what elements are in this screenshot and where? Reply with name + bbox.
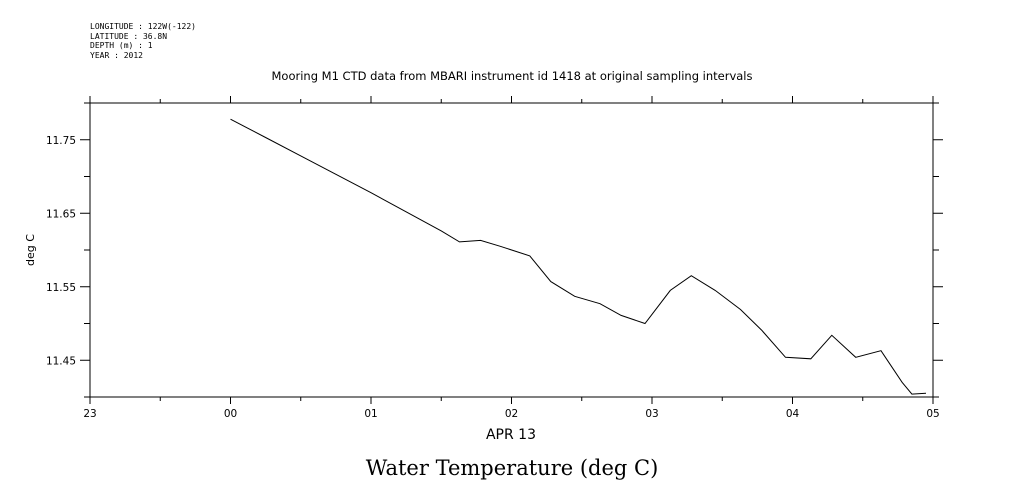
x-tick-label: 00	[224, 408, 237, 420]
latitude-label: LATITUDE : 36.8N	[90, 31, 168, 41]
x-tick-label: 02	[505, 408, 518, 420]
metadata-block: LONGITUDE : 122W(-122) LATITUDE : 36.8N …	[90, 22, 196, 60]
x-tick-label: 04	[786, 408, 800, 420]
x-tick-label: 03	[645, 408, 658, 420]
longitude-label: LONGITUDE : 122W(-122)	[90, 22, 196, 31]
series-line	[230, 118, 927, 395]
x-tick-label: 23	[83, 408, 96, 420]
chart-caption: Water Temperature (deg C)	[366, 456, 659, 480]
y-tick-label: 11.65	[46, 208, 76, 220]
year-label: YEAR : 2012	[90, 50, 143, 60]
depth-label: DEPTH (m) : 1	[90, 41, 153, 50]
y-tick-label: 11.75	[46, 135, 76, 147]
x-tick-label: 05	[926, 408, 939, 420]
y-tick-label: 11.55	[46, 282, 76, 294]
y-axis-ticks: 11.45 11.55 11.65 11.75	[46, 102, 943, 398]
y-axis-label: deg C	[24, 234, 37, 266]
x-axis-ticks: 23 00 01 02 03 04 05	[83, 96, 940, 420]
chart-title: Mooring M1 CTD data from MBARI instrumen…	[272, 69, 753, 83]
x-axis-label: APR 13	[486, 427, 536, 443]
x-tick-label: 01	[364, 408, 377, 420]
y-tick-label: 11.45	[46, 355, 76, 367]
